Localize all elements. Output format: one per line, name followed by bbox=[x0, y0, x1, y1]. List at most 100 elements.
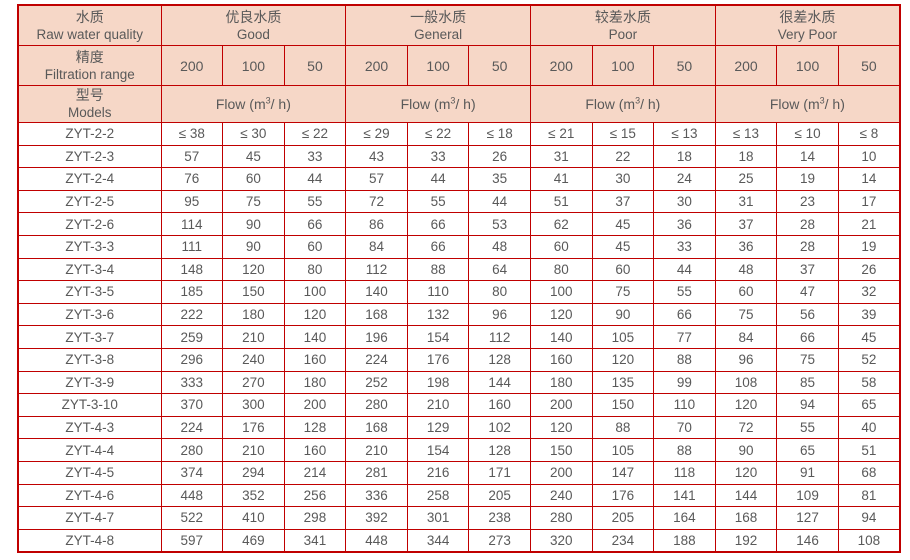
flow-value-cell: ≤ 13 bbox=[653, 122, 716, 146]
flow-value-cell: 180 bbox=[283, 370, 347, 395]
flow-value-cell: 31 bbox=[529, 144, 593, 169]
flow-value-cell: 200 bbox=[529, 393, 593, 417]
flow-value-cell: 72 bbox=[345, 189, 408, 214]
model-cell: ZYT-3-6 bbox=[17, 302, 162, 327]
flow-unit-header: Flow (m3/ h) bbox=[529, 85, 716, 123]
flow-value-cell: 154 bbox=[406, 438, 470, 462]
flow-value-cell: 146 bbox=[776, 528, 839, 553]
flow-unit-header: Flow (m3/ h) bbox=[714, 85, 901, 123]
flow-value-cell: ≤ 38 bbox=[160, 122, 224, 146]
flow-value-cell: 110 bbox=[406, 280, 470, 304]
filtration-value-cell: 50 bbox=[283, 45, 347, 86]
flow-value-cell: ≤ 15 bbox=[591, 122, 655, 146]
table-header: 水质 Raw water quality 优良水质 Good 一般水质 Gene… bbox=[17, 4, 901, 123]
flow-value-cell: 140 bbox=[529, 325, 593, 349]
flow-value-cell: 128 bbox=[283, 415, 347, 440]
flow-value-cell: 147 bbox=[591, 460, 655, 485]
flow-value-cell: 30 bbox=[591, 167, 655, 191]
flow-value-cell: 91 bbox=[776, 460, 839, 485]
flow-value-cell: 28 bbox=[776, 234, 839, 259]
flow-value-cell: 90 bbox=[222, 212, 285, 236]
model-cell: ZYT-3-4 bbox=[17, 257, 162, 282]
table-row: ZYT-3-6 222 180 120 168 132 96 120 90 66 75 56 39 bbox=[17, 302, 901, 327]
model-cell: ZYT-3-9 bbox=[17, 370, 162, 395]
flow-value-cell: 168 bbox=[714, 506, 778, 530]
flow-value-cell: 160 bbox=[529, 347, 593, 372]
model-cell: ZYT-3-7 bbox=[17, 325, 162, 349]
model-cell: ZYT-2-6 bbox=[17, 212, 162, 236]
flow-value-cell: 200 bbox=[283, 393, 347, 417]
flow-value-cell: 96 bbox=[468, 302, 531, 327]
quality-group-header-very-poor: 很差水质 Very Poor bbox=[714, 4, 901, 46]
flow-value-cell: 154 bbox=[406, 325, 470, 349]
flow-value-cell: ≤ 22 bbox=[406, 122, 470, 146]
flow-value-cell: 224 bbox=[345, 347, 408, 372]
flow-capacity-table: 水质 Raw water quality 优良水质 Good 一般水质 Gene… bbox=[17, 4, 901, 554]
flow-value-cell: 224 bbox=[160, 415, 224, 440]
flow-value-cell: 205 bbox=[591, 506, 655, 530]
filtration-value-cell: 200 bbox=[714, 45, 778, 86]
filtration-value-cell: 100 bbox=[776, 45, 839, 86]
flow-value-cell: 30 bbox=[653, 189, 716, 214]
raw-water-quality-header: 水质 Raw water quality bbox=[17, 4, 162, 46]
flow-value-cell: 120 bbox=[714, 460, 778, 485]
flow-value-cell: 140 bbox=[283, 325, 347, 349]
filtration-value-cell: 200 bbox=[345, 45, 408, 86]
flow-value-cell: 252 bbox=[345, 370, 408, 395]
flow-value-cell: 44 bbox=[406, 167, 470, 191]
flow-value-cell: 128 bbox=[468, 347, 531, 372]
flow-value-cell: 132 bbox=[406, 302, 470, 327]
flow-value-cell: 100 bbox=[283, 280, 347, 304]
flow-value-cell: 64 bbox=[468, 257, 531, 282]
flow-value-cell: 448 bbox=[160, 483, 224, 508]
table-row: ZYT-2-3 57 45 33 43 33 26 31 22 18 18 14 10 bbox=[17, 144, 901, 169]
flow-value-cell: 60 bbox=[591, 257, 655, 282]
flow-value-cell: 120 bbox=[529, 302, 593, 327]
flow-value-cell: 180 bbox=[222, 302, 285, 327]
flow-value-cell: 56 bbox=[776, 302, 839, 327]
flow-value-cell: 23 bbox=[776, 189, 839, 214]
flow-value-cell: ≤ 10 bbox=[776, 122, 839, 146]
flow-value-cell: 45 bbox=[591, 212, 655, 236]
filtration-value-cell: 100 bbox=[406, 45, 470, 86]
flow-value-cell: 120 bbox=[714, 393, 778, 417]
flow-value-cell: 19 bbox=[837, 234, 901, 259]
flow-value-cell: 120 bbox=[529, 415, 593, 440]
flow-value-cell: 240 bbox=[222, 347, 285, 372]
table-row: ZYT-3-9 333 270 180 252 198 144 180 135 99 108 85 58 bbox=[17, 370, 901, 395]
flow-value-cell: 14 bbox=[837, 167, 901, 191]
flow-value-cell: 86 bbox=[345, 212, 408, 236]
filtration-range-en: Filtration range bbox=[44, 66, 135, 82]
flow-value-cell: 112 bbox=[345, 257, 408, 282]
filtration-header-row: 精度 Filtration range 200 100 50 200 100 5… bbox=[17, 45, 901, 86]
flow-value-cell: 259 bbox=[160, 325, 224, 349]
flow-value-cell: 105 bbox=[591, 325, 655, 349]
flow-value-cell: 294 bbox=[222, 460, 285, 485]
flow-value-cell: 192 bbox=[714, 528, 778, 553]
flow-value-cell: 300 bbox=[222, 393, 285, 417]
flow-value-cell: 281 bbox=[345, 460, 408, 485]
model-cell: ZYT-2-5 bbox=[17, 189, 162, 214]
flow-value-cell: 341 bbox=[283, 528, 347, 553]
flow-value-cell: 127 bbox=[776, 506, 839, 530]
flow-value-cell: 17 bbox=[837, 189, 901, 214]
flow-value-cell: 180 bbox=[529, 370, 593, 395]
model-cell: ZYT-2-3 bbox=[17, 144, 162, 169]
flow-value-cell: 210 bbox=[406, 393, 470, 417]
flow-value-cell: 210 bbox=[345, 438, 408, 462]
models-header: 型号 Models bbox=[17, 85, 162, 123]
model-cell: ZYT-2-2 bbox=[17, 122, 162, 146]
flow-value-cell: 120 bbox=[222, 257, 285, 282]
flow-value-cell: 168 bbox=[345, 415, 408, 440]
table-row: ZYT-4-3 224 176 128 168 129 102 120 88 70 72 55 40 bbox=[17, 415, 901, 440]
flow-value-cell: 88 bbox=[653, 438, 716, 462]
flow-value-cell: ≤ 21 bbox=[529, 122, 593, 146]
raw-water-quality-en: Raw water quality bbox=[36, 26, 144, 42]
flow-value-cell: 25 bbox=[714, 167, 778, 191]
flow-value-cell: 333 bbox=[160, 370, 224, 395]
flow-value-cell: 32 bbox=[837, 280, 901, 304]
flow-value-cell: 36 bbox=[653, 212, 716, 236]
flow-value-cell: 60 bbox=[283, 234, 347, 259]
flow-value-cell: 148 bbox=[160, 257, 224, 282]
flow-value-cell: 94 bbox=[776, 393, 839, 417]
